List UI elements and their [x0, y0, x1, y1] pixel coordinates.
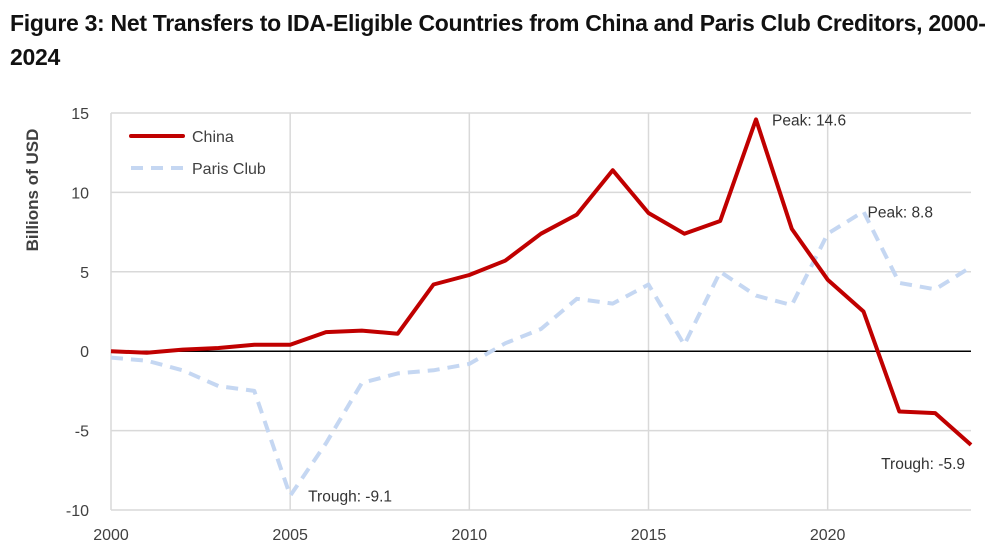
legend-label-paris-club: Paris Club [192, 161, 266, 178]
annotation-label: Peak: 14.6 [772, 112, 846, 129]
y-axis-label: Billions of USD [23, 129, 42, 252]
annotations: Peak: 14.6 Trough: -5.9 Peak: 8.8 Trough: -… [308, 112, 965, 505]
x-tick-label: 2020 [810, 527, 846, 544]
y-axis-ticks: 15 10 5 0 -5 -10 [66, 106, 89, 520]
x-tick-label: 2000 [93, 527, 129, 544]
series-line-paris-club [110, 209, 973, 498]
series-line-china [110, 117, 973, 447]
gridlines [110, 112, 971, 511]
annotation-label: Trough: -9.1 [308, 489, 392, 506]
legend-label-china: China [192, 129, 234, 146]
y-tick-label: 5 [80, 265, 89, 282]
x-tick-label: 2015 [631, 527, 667, 544]
x-tick-label: 2010 [452, 527, 488, 544]
y-tick-label: -5 [75, 424, 89, 441]
x-tick-label: 2005 [272, 527, 308, 544]
y-tick-label: 10 [71, 185, 89, 202]
y-tick-label: 0 [80, 344, 89, 361]
annotation-label: Peak: 8.8 [868, 204, 934, 221]
annotation-label: Trough: -5.9 [881, 456, 965, 473]
chart-title: Figure 3: Net Transfers to IDA-Eligible … [10, 10, 986, 70]
series-lines [110, 117, 973, 498]
legend: China Paris Club [129, 129, 266, 178]
y-tick-label: -10 [66, 503, 89, 520]
x-axis-ticks: 2000 2005 2010 2015 2020 [93, 527, 845, 544]
y-tick-label: 15 [71, 106, 89, 123]
